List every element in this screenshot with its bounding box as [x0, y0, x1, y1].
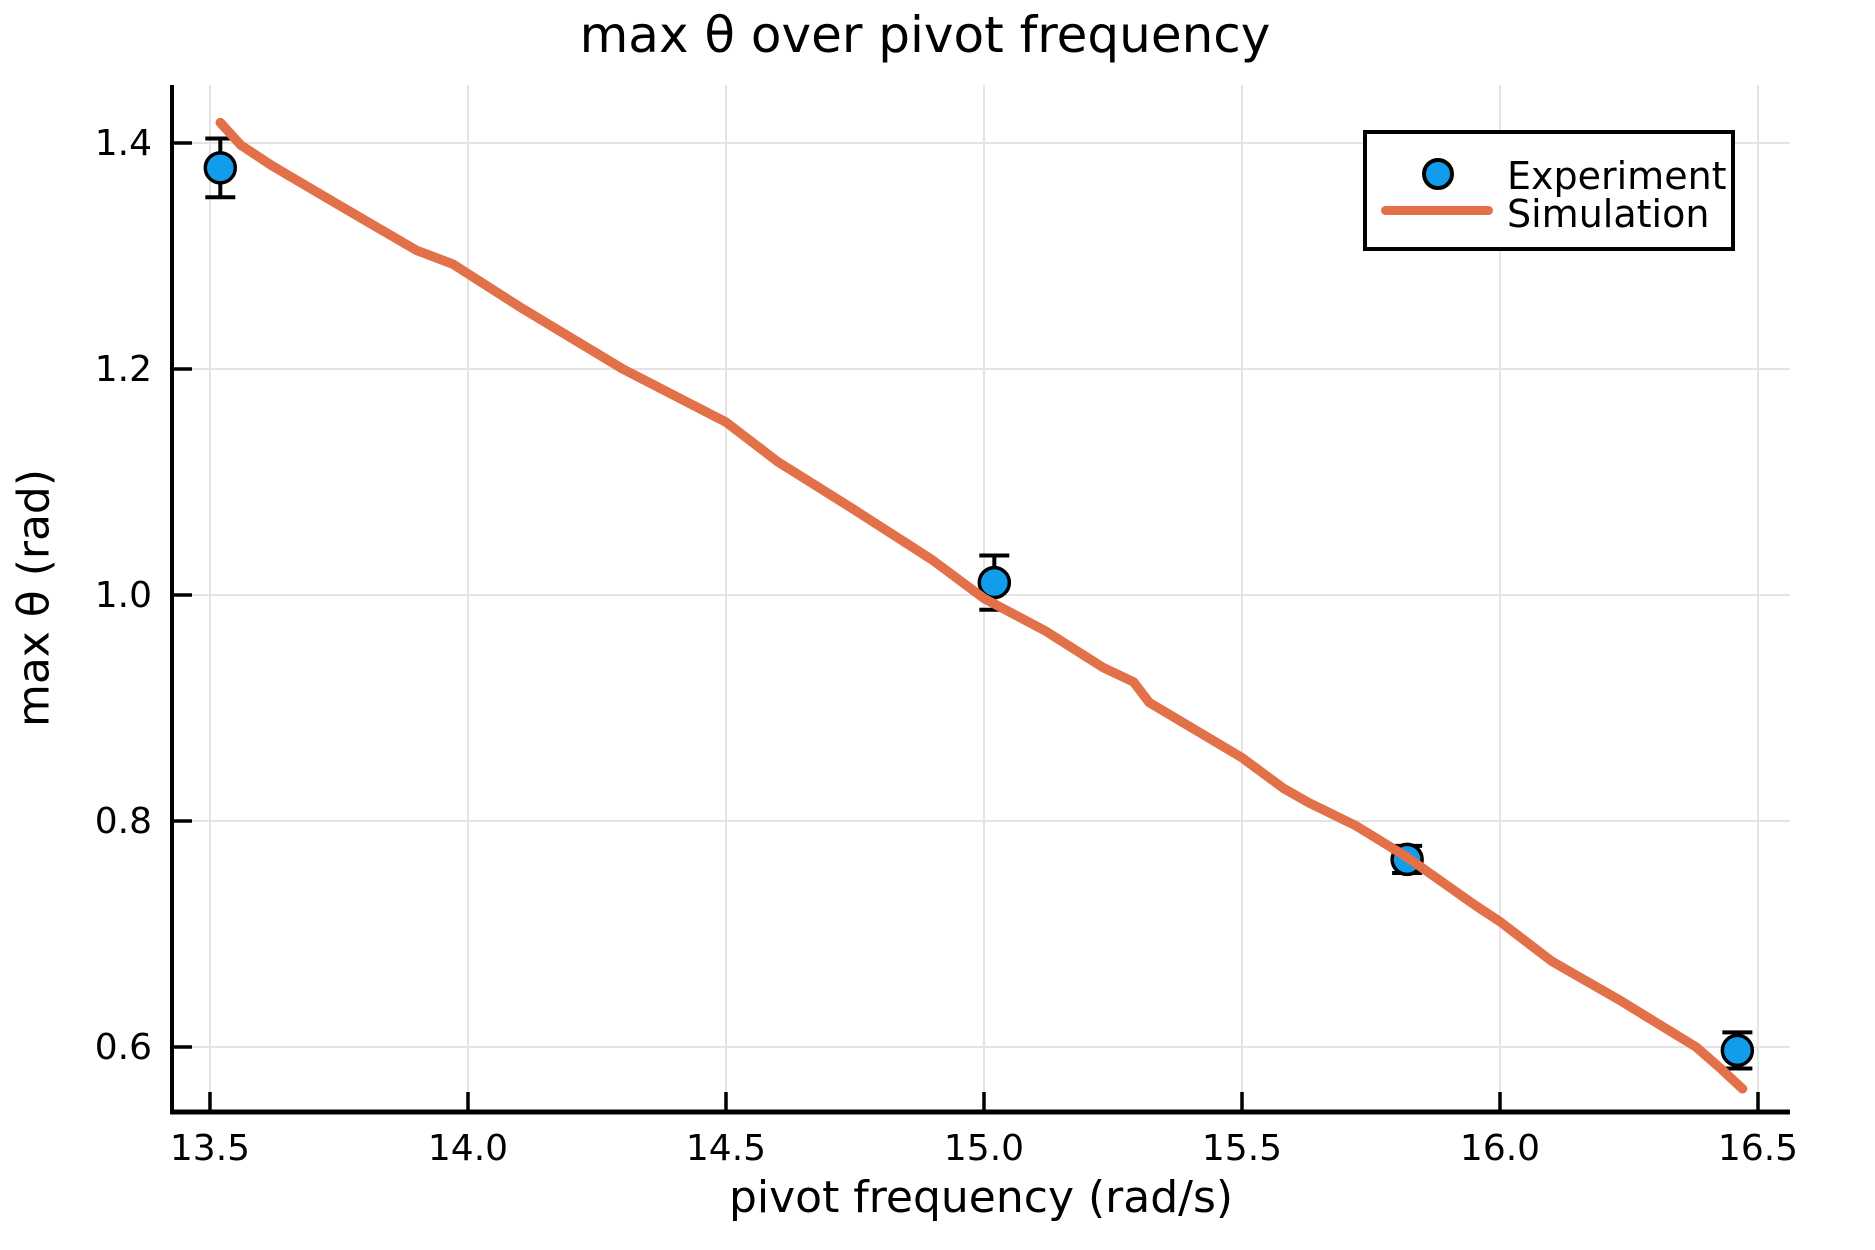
x-tick-label: 13.5 [170, 1128, 250, 1169]
x-tick-label: 15.5 [1202, 1128, 1282, 1169]
legend: Experiment Simulation [1363, 130, 1735, 251]
data-point-experiment [977, 565, 1012, 600]
x-tick-label: 14.5 [686, 1128, 766, 1169]
y-tick-label: 1.0 [95, 575, 152, 616]
legend-label-simulation: Simulation [1507, 192, 1710, 236]
chart-title: max θ over pivot frequency [579, 6, 1271, 64]
x-tick-label: 15.0 [944, 1128, 1024, 1169]
y-tick-label: 1.4 [95, 123, 152, 164]
y-tick-label: 0.6 [95, 1027, 152, 1068]
x-tick-label: 16.5 [1718, 1128, 1798, 1169]
y-tick-label: 1.2 [95, 349, 152, 390]
data-point-experiment [1720, 1033, 1755, 1068]
y-tick-label: 0.8 [95, 801, 152, 842]
legend-simulation-line-icon [1381, 206, 1493, 215]
data-point-experiment [203, 151, 238, 185]
y-axis-label: max θ (rad) [8, 468, 60, 728]
simulation-line [215, 117, 1748, 1094]
legend-label-experiment: Experiment [1507, 154, 1727, 198]
x-tick-label: 16.0 [1460, 1128, 1540, 1169]
x-axis-label: pivot frequency (rad/s) [728, 1172, 1234, 1223]
legend-experiment-marker-icon [1422, 158, 1454, 190]
x-tick-label: 14.0 [428, 1128, 508, 1169]
